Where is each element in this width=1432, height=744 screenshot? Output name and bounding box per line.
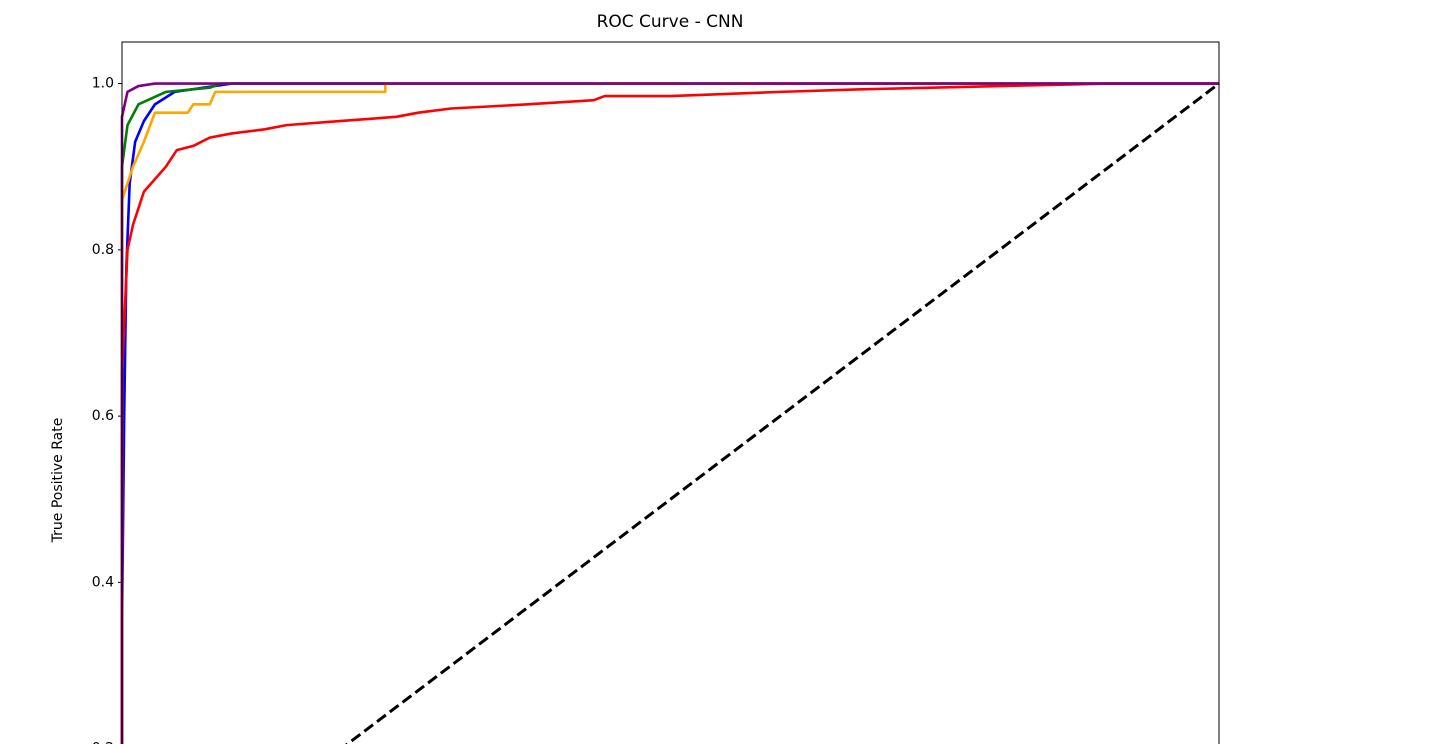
- y-tick-label: 0.6: [92, 408, 114, 424]
- roc-line: [120, 82, 1219, 744]
- y-axis-label: True Positive Rate: [50, 418, 66, 544]
- y-tick-label: 0.8: [92, 242, 114, 258]
- roc-line: [120, 82, 1219, 744]
- y-tick-label: 0.2: [92, 741, 114, 744]
- roc-line: [120, 82, 1219, 744]
- y-tick-label: 1.0: [92, 76, 114, 92]
- chart-title: ROC Curve - CNN: [597, 12, 744, 32]
- roc-line: [345, 82, 1220, 744]
- y-tick-label: 0.4: [92, 574, 114, 590]
- roc-line: [120, 82, 1219, 744]
- roc-line: [120, 82, 1219, 744]
- plot-frame: [121, 41, 1220, 744]
